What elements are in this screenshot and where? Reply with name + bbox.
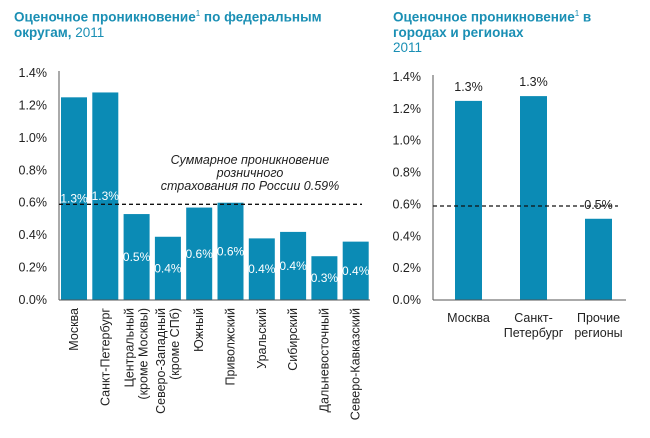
reference-annotation: страхования по России 0.59% (161, 179, 339, 193)
data-label: 0.4% (279, 259, 307, 273)
x-tick-label: Москва (67, 308, 81, 351)
right-chart-title: Оценочное проникновение1 в городах и рег… (393, 6, 593, 55)
data-label: 0.6% (186, 247, 214, 261)
y-tick-label: 1.2% (393, 102, 422, 116)
left-chart-title: Оценочное проникновение1 по федеральным … (14, 6, 374, 40)
x-tick-label: Санкт- (514, 311, 553, 325)
data-label: 0.5% (123, 250, 151, 264)
x-tick-label: Южный (192, 308, 206, 352)
data-label: 1.3% (92, 189, 120, 203)
x-tick-label: Уральский (255, 308, 269, 369)
title-year: 2011 (393, 39, 423, 55)
x-tick-label-line: Дальневосточный (317, 308, 331, 412)
y-tick-label: 0.2% (19, 261, 48, 275)
y-tick-label: 0.2% (393, 261, 422, 275)
x-tick-label: Москва (447, 311, 490, 325)
y-tick-label: 0.6% (393, 197, 422, 211)
x-tick-label-line: Уральский (255, 308, 269, 369)
x-tick-label-line: Санкт-Петербург (98, 308, 112, 406)
x-tick-label: Сибирский (286, 308, 300, 371)
data-label: 0.3% (311, 271, 339, 285)
x-tick-label-line: (кроме Москвы) (137, 308, 151, 400)
title-text-2: по федеральным округам, (14, 9, 322, 40)
bar (61, 97, 87, 300)
bar (311, 256, 338, 300)
x-tick-label: Центральный(кроме Москвы) (123, 308, 151, 400)
footnote-mark: 1 (574, 9, 580, 18)
title-year: 2011 (71, 24, 105, 40)
x-tick-label: Прочие (577, 311, 620, 325)
y-tick-label: 1.4% (19, 66, 48, 80)
bar (186, 207, 213, 300)
footnote-mark: 1 (195, 9, 201, 18)
x-tick-label-line: (кроме СПб) (168, 308, 182, 380)
reference-annotation: Суммарное проникновение (171, 153, 330, 167)
bar (154, 236, 181, 300)
x-tick-label-line: Центральный (123, 308, 137, 387)
bar (248, 238, 275, 300)
x-tick-label: Северо-Западный(кроме СПб) (154, 308, 182, 414)
x-tick-label: Дальневосточный (317, 308, 331, 412)
y-tick-label: 0.8% (19, 163, 48, 177)
data-label: 0.5% (584, 198, 613, 212)
x-tick-label: Петербург (504, 326, 564, 340)
y-tick-label: 0.0% (393, 293, 422, 307)
x-tick-label-line: Южный (192, 308, 206, 352)
y-tick-label: 0.4% (393, 229, 422, 243)
x-tick-label: Северо-Кавказский (349, 308, 363, 420)
bar (342, 241, 369, 300)
data-label: 0.4% (342, 264, 370, 278)
x-tick-label-line: Москва (67, 308, 81, 351)
x-tick-label-line: Приволжский (224, 308, 238, 385)
data-label: 0.4% (248, 262, 276, 276)
bar (455, 100, 482, 301)
bar (217, 202, 244, 300)
x-tick-label-line: Северо-Западный (154, 308, 168, 414)
y-tick-label: 1.2% (19, 98, 48, 112)
x-tick-label: Приволжский (224, 308, 238, 385)
y-tick-label: 1.0% (393, 134, 422, 148)
bar (280, 231, 307, 300)
title-text: Оценочное проникновение (14, 9, 196, 25)
bar (92, 92, 119, 300)
y-tick-label: 0.6% (19, 196, 48, 210)
y-tick-label: 1.4% (393, 70, 422, 84)
data-label: 1.3% (519, 75, 548, 89)
x-tick-label-line: Северо-Кавказский (349, 308, 363, 420)
data-label: 1.3% (454, 80, 483, 94)
data-label: 1.3% (60, 192, 88, 206)
title-text-2: в городах и регионах (393, 9, 592, 40)
y-tick-label: 0.4% (19, 228, 48, 242)
reference-annotation: розничного (216, 166, 284, 180)
x-tick-label-line: Сибирский (286, 308, 300, 371)
data-label: 0.4% (154, 261, 182, 275)
y-tick-label: 0.0% (19, 293, 48, 307)
title-text: Оценочное проникновение (393, 9, 575, 25)
y-tick-label: 0.8% (393, 166, 422, 180)
x-tick-label: Санкт-Петербург (98, 308, 112, 406)
bar (123, 214, 150, 300)
data-label: 0.6% (217, 244, 245, 258)
y-tick-label: 1.0% (19, 131, 48, 145)
bar (585, 218, 612, 300)
bar (520, 96, 547, 300)
x-tick-label: регионы (574, 326, 622, 340)
